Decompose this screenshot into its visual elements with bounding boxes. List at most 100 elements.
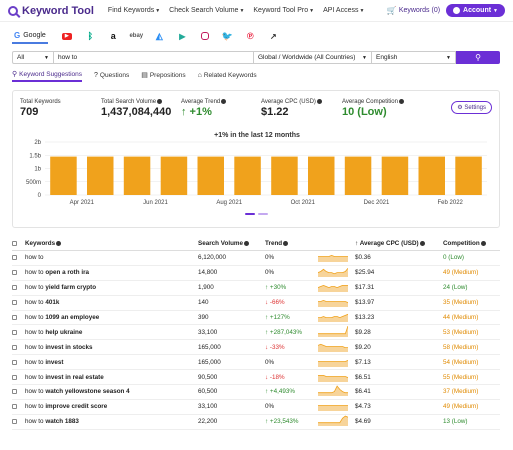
keyword-cell[interactable]: how to invest in real estate [25,374,198,381]
tab-trends[interactable]: ↗ [269,28,278,44]
tab-prepositions[interactable]: ▤ Prepositions [141,71,186,80]
competition-cell: 54 (Medium) [443,358,479,366]
table-row[interactable]: how to improve credit score 33,100 0% $4.73… [12,400,500,415]
nav-api-access[interactable]: API Access▼ [323,7,365,14]
nav-find-keywords[interactable]: Find Keywords▼ [107,7,161,14]
tab-bing[interactable]: ᛒ [86,28,95,44]
tab-youtube[interactable]: ▶ [61,28,72,44]
search-button[interactable]: ⚲ [456,51,500,64]
chart-bar[interactable] [271,156,298,195]
row-checkbox[interactable] [12,285,17,291]
trend-cell: 0% [265,358,275,366]
sparkline-area [318,285,348,293]
chart-bar[interactable] [381,156,409,195]
chart-bar[interactable] [50,156,77,195]
tab-questions[interactable]: ? Questions [94,71,130,79]
row-checkbox[interactable] [12,374,17,380]
table-row[interactable]: how to 401k 140 ↓ -66% $13.97 35 (Medium) [12,296,500,311]
col-search-volume[interactable]: Search Volume [198,240,265,247]
tab-keyword-suggestions[interactable]: ⚲ Keyword Suggestions [12,68,83,82]
table-row[interactable]: how to yield farm crypto 1,900 ↑ +30% $17.3… [12,281,500,296]
chart-bar[interactable] [308,156,335,195]
table-row[interactable]: how to 1099 an employee 390 ↑ +127% $13.23 4… [12,311,500,326]
settings-button[interactable]: ⚙ Settings [451,101,492,114]
col-average-cpc[interactable]: ↑ Average CPC (USD) [355,240,443,247]
keyword-cell[interactable]: how to invest in stocks [25,344,198,351]
table-row[interactable]: how to invest in real estate 90,500 ↓ -18%… [12,370,500,386]
keyword-cell[interactable]: how to open a roth ira [25,269,198,276]
trend-cell: 0% [265,254,275,262]
tab-amazon[interactable]: a [109,28,118,44]
chart-bar[interactable] [87,156,114,195]
keywords-cart-link[interactable]: 🛒 Keywords (0) [386,6,441,15]
table-row[interactable]: how to watch 1883 22,200 ↑ +23,543% $4.69 13… [12,415,500,430]
scope-select[interactable]: All ▼ [12,51,54,64]
chart-bar[interactable] [197,156,225,195]
country-select[interactable]: Global / Worldwide (All Countries) ▼ [254,51,372,64]
tab-play-store[interactable]: ▶ [178,28,187,44]
tab-app-store[interactable]: ◭ [155,28,164,44]
table-row[interactable]: how to help ukraine 33,100 ↑ +287,043% $9.2… [12,325,500,341]
chart-bar[interactable] [418,156,446,195]
caret-down-icon: ▼ [155,8,161,14]
row-checkbox[interactable] [12,389,17,395]
pagination-dot[interactable] [245,213,255,215]
chart-bar[interactable] [344,156,372,195]
keyword-cell[interactable]: how to [25,254,198,261]
tab-related-keywords[interactable]: ⌂ Related Keywords [197,71,257,79]
col-trend[interactable]: Trend [265,240,318,247]
pagination-dot[interactable] [258,213,268,215]
keyword-cell[interactable]: how to watch 1883 [25,418,198,425]
tab-ebay[interactable]: ebay [129,28,143,44]
tab-pinterest[interactable]: ℗ [246,28,255,44]
row-checkbox[interactable] [12,300,17,306]
tab-twitter[interactable]: 🐦 [222,28,233,44]
volume-cell: 1,900 [198,284,214,292]
tab-instagram[interactable] [200,28,209,44]
stat-value: 1,437,084,440 [101,106,172,119]
search-input[interactable]: how to [54,51,254,64]
row-checkbox[interactable] [12,255,17,261]
chart-bar[interactable] [123,156,151,195]
info-icon [419,240,425,246]
keyword-cell[interactable]: how to help ukraine [25,329,198,336]
row-checkbox[interactable] [12,315,17,320]
nav-check-search-volume[interactable]: Check Search Volume▼ [169,7,245,14]
nav-keyword-tool-pro[interactable]: Keyword Tool Pro▼ [253,7,315,14]
sparkline-line [318,359,349,362]
table-body: how to 6,120,000 0% $0.36 0 (Low) how to ope… [12,251,500,430]
table-row[interactable]: how to invest 165,000 0% $7.13 54 (Medium) [12,355,500,371]
table-row[interactable]: how to invest in stocks 165,000 ↓ -33% $9.2… [12,340,500,356]
chart-bar[interactable] [234,156,261,195]
volume-cell: 90,500 [198,373,218,381]
row-checkbox[interactable] [12,359,17,365]
keyword-cell[interactable]: how to invest [25,359,198,366]
col-keywords[interactable]: Keywords [25,240,198,247]
tab-google[interactable]: G Google [12,28,48,44]
table-row[interactable]: how to watch yellowstone season 4 60,500 ↑… [12,385,500,400]
logo[interactable]: Keyword Tool [8,5,94,17]
col-competition[interactable]: Competition [443,240,500,247]
summary-panel: Total Keywords 709 Total Search Volume 1… [12,90,500,228]
row-checkbox[interactable] [12,329,17,335]
select-all-checkbox[interactable] [12,241,17,246]
language-select[interactable]: English ▼ [372,51,456,64]
table-row[interactable]: how to 6,120,000 0% $0.36 0 (Low) [12,251,500,266]
row-checkbox[interactable] [12,419,17,425]
keyword-cell[interactable]: how to improve credit score [25,403,198,410]
keyword-cell[interactable]: how to 401k [25,299,198,306]
row-checkbox[interactable] [12,270,17,276]
chart-bar[interactable] [160,156,188,195]
keyword-cell[interactable]: how to 1099 an employee [25,314,198,321]
row-checkbox[interactable] [12,344,17,350]
keyword-cell[interactable]: how to yield farm crypto [25,284,198,291]
row-checkbox[interactable] [12,404,17,410]
account-button[interactable]: Account ▼ [446,4,505,17]
caret-down-icon: ▼ [446,54,451,61]
cpc-cell: $6.51 [355,373,371,381]
keyword-cell[interactable]: how to watch yellowstone season 4 [25,388,198,395]
table-row[interactable]: how to open a roth ira 14,800 0% $25.94 49 (… [12,266,500,281]
competition-cell: 35 (Medium) [443,299,479,307]
chart-title: +1% in the last 12 months [214,132,300,139]
chart-bar[interactable] [455,156,482,195]
